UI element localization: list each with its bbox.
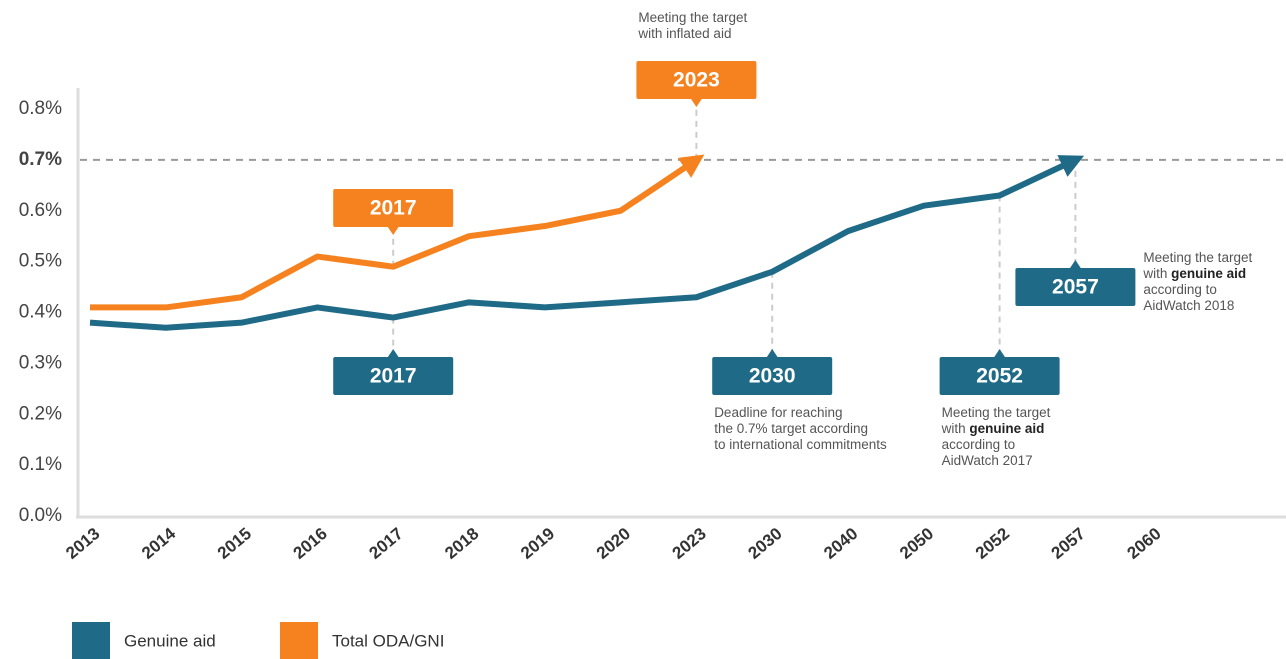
annotation-text: Deadline for reaching: [714, 405, 842, 420]
y-tick-label: 0.6%: [19, 200, 62, 221]
annotation-segment: to international commitments: [714, 437, 887, 452]
x-tick-label: 2016: [290, 524, 331, 563]
y-tick-label: 0.0%: [19, 505, 62, 526]
annotation-segment: the 0.7% target according: [714, 421, 868, 436]
annotation-label: 2052: [976, 365, 1023, 388]
x-tick-label: 2014: [138, 524, 180, 563]
annotation-segment: Deadline for reaching: [714, 405, 842, 420]
annotation-text: Meeting the target: [942, 405, 1051, 420]
annotation-text: the 0.7% target according: [714, 421, 868, 436]
x-tick-label: 2015: [214, 524, 255, 563]
x-tick-label: 2018: [441, 524, 482, 563]
y-tick-label: 0.4%: [19, 302, 62, 323]
x-tick-label: 2052: [972, 524, 1013, 563]
x-tick-label: 2057: [1048, 524, 1089, 563]
annotation-text: with inflated aid: [637, 26, 731, 41]
y-tick-label: 0.1%: [19, 454, 62, 475]
x-tick-label: 2019: [517, 524, 558, 563]
annotation-label: 2017: [370, 365, 417, 388]
x-tick-label: 2040: [820, 524, 861, 563]
annotation-segment: AidWatch 2017: [942, 453, 1033, 468]
annotation-text: AidWatch 2018: [1143, 298, 1234, 313]
annotation-segment: Meeting the target: [1143, 250, 1252, 265]
annotation-label: 2030: [749, 365, 796, 388]
annotation-pointer: [993, 349, 1006, 358]
annotation-pointer: [690, 98, 703, 107]
annotation-segment: Meeting the target: [638, 10, 747, 25]
annotation-segment: genuine aid: [1171, 266, 1246, 281]
annotation-segment: AidWatch 2018: [1143, 298, 1234, 313]
y-tick-label: 0.5%: [19, 251, 62, 272]
legend-label: Genuine aid: [124, 631, 216, 650]
annotation-box: [333, 357, 454, 395]
series-line: [89, 155, 1085, 331]
legend-swatch: [72, 622, 110, 659]
annotation-text: with genuine aid: [941, 421, 1045, 436]
annotation-segment: with inflated aid: [637, 26, 731, 41]
annotation-segment: with: [1142, 266, 1171, 281]
x-tick-label: 2023: [669, 524, 710, 563]
annotation-box: [712, 357, 833, 395]
legend-label: Total ODA/GNI: [332, 631, 444, 650]
legend-swatch: [280, 622, 318, 659]
y-tick-label: 0.3%: [19, 352, 62, 373]
y-tick-label: 0.8%: [19, 98, 62, 119]
annotation-box: [333, 189, 454, 227]
annotation-segment: according to: [1143, 282, 1217, 297]
annotation-pointer: [387, 349, 400, 358]
annotation-box: [1015, 268, 1136, 306]
annotation-label: 2023: [673, 69, 720, 92]
x-tick-label: 2060: [1123, 524, 1164, 563]
annotation-box: [939, 357, 1060, 395]
annotation-segment: according to: [942, 437, 1016, 452]
y-tick-label: 0.7%: [19, 149, 62, 170]
x-tick-label: 2050: [896, 524, 937, 563]
annotation-text: according to: [1143, 282, 1217, 297]
annotation-box: [636, 61, 757, 99]
x-tick-label: 2030: [744, 524, 785, 563]
annotation-pointer: [387, 226, 400, 235]
annotation-label: 2017: [370, 197, 417, 220]
x-tick-label: 2020: [593, 524, 634, 563]
series-line: [90, 154, 705, 311]
annotation-text: Meeting the target: [1143, 250, 1252, 265]
annotation-pointer: [1069, 260, 1082, 269]
annotation-text: according to: [942, 437, 1016, 452]
annotation-text: Meeting the target: [638, 10, 747, 25]
annotation-text: AidWatch 2017: [942, 453, 1033, 468]
x-tick-label: 2017: [365, 524, 406, 563]
annotation-text: to international commitments: [714, 437, 887, 452]
annotation-segment: with: [941, 421, 970, 436]
x-tick-label: 2013: [62, 524, 103, 563]
annotation-label: 2057: [1052, 276, 1099, 299]
annotation-segment: Meeting the target: [942, 405, 1051, 420]
y-tick-label: 0.2%: [19, 403, 62, 424]
annotation-text: with genuine aid: [1142, 266, 1246, 281]
annotation-pointer: [766, 349, 779, 358]
annotation-segment: genuine aid: [969, 421, 1044, 436]
